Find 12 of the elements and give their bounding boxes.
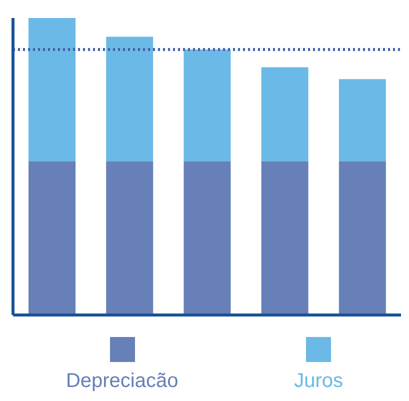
bar bbox=[338, 79, 386, 162]
bar bbox=[28, 161, 76, 315]
bar bbox=[261, 161, 308, 315]
legend-label: Juros bbox=[294, 370, 344, 393]
bar bbox=[106, 161, 154, 315]
bar bbox=[28, 18, 76, 162]
bar bbox=[106, 36, 154, 162]
bar bbox=[184, 49, 231, 162]
bar bbox=[261, 67, 308, 162]
bar bbox=[184, 161, 231, 315]
bar bbox=[338, 161, 386, 315]
legend-label: Depreciacão bbox=[66, 370, 178, 393]
